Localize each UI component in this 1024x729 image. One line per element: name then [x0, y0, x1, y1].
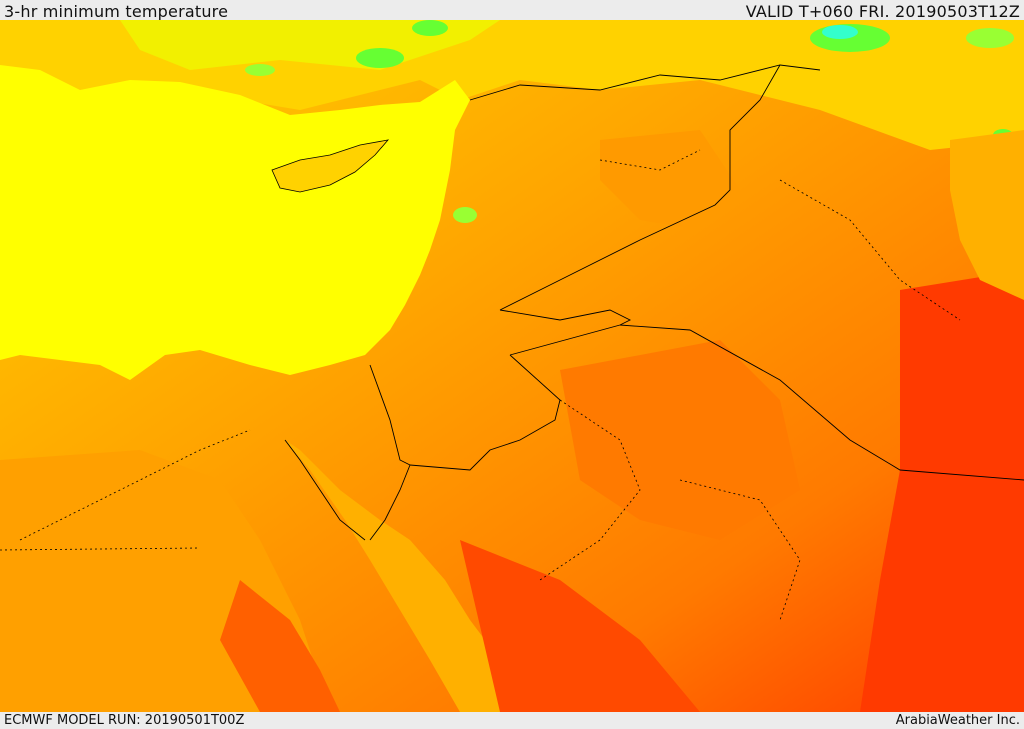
header-bar: 3-hr minimum temperature VALID T+060 FRI…	[0, 0, 1024, 21]
model-run: ECMWF MODEL RUN: 20190501T00Z	[4, 713, 245, 728]
saudi-internal-2	[679, 479, 801, 621]
gulf-aqaba	[369, 464, 411, 541]
egypt-israel-border	[369, 364, 411, 466]
egypt-red	[220, 580, 340, 712]
sinai-coast	[284, 439, 366, 541]
map-svg	[0, 20, 1024, 712]
gulf-heat	[860, 270, 1024, 712]
brand-label: ArabiaWeather Inc.	[895, 713, 1020, 728]
syria-orange	[600, 130, 740, 230]
map-title: 3-hr minimum temperature	[4, 2, 229, 21]
green-patch-6	[966, 28, 1014, 48]
iraq-internal	[779, 179, 961, 321]
east-yellow	[950, 130, 1024, 300]
egypt-libya	[0, 547, 201, 551]
jordan-saudi-border	[499, 309, 632, 356]
syria-iraq-border	[499, 64, 781, 311]
north-yellow-green	[120, 20, 500, 70]
footer-bar: ECMWF MODEL RUN: 20190501T00Z ArabiaWeat…	[0, 712, 1024, 729]
green-patch-5	[822, 25, 858, 39]
egypt-internal-1	[19, 429, 251, 541]
saudi-internal-1	[539, 399, 641, 581]
mediterranean-sea	[0, 65, 470, 380]
iraq-saudi-border	[619, 324, 1024, 481]
red-sea	[285, 440, 530, 712]
valid-time: VALID T+060 FRI. 20190503T12Z	[745, 2, 1020, 21]
south-red	[460, 540, 700, 712]
central-orange	[560, 340, 800, 540]
cyprus-island	[271, 139, 390, 193]
admin-borders	[0, 149, 961, 621]
borders	[284, 64, 1024, 541]
green-patch-2	[412, 20, 448, 36]
temperature-map	[0, 20, 1024, 712]
green-patch-3	[245, 64, 275, 76]
green-patch-8	[453, 207, 477, 223]
green-patch-1	[356, 48, 404, 68]
syria-internal	[599, 149, 701, 171]
